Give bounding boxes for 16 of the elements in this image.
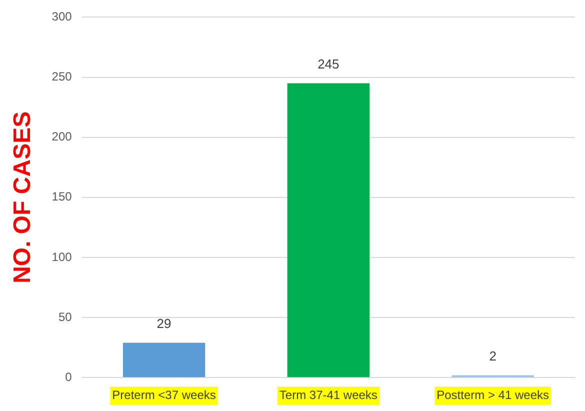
y-tick-label: 100 (52, 250, 72, 264)
y-axis-title: NO. OF CASES (9, 111, 36, 284)
y-tick-label: 0 (65, 370, 72, 384)
y-tick-label: 50 (58, 310, 72, 324)
x-tick-label: Preterm <37 weeks (112, 388, 216, 402)
y-tick-label: 250 (52, 70, 72, 84)
y-tick-label: 200 (52, 130, 72, 144)
bar (287, 83, 370, 378)
y-tick-label: 150 (52, 190, 72, 204)
data-label: 2 (489, 348, 496, 364)
bar (122, 342, 206, 378)
data-label: 29 (156, 316, 172, 331)
data-label: 245 (318, 56, 340, 72)
x-tick-label: Term 37-41 weeks (279, 388, 378, 402)
x-tick-label: Postterm > 41 weeks (436, 388, 549, 402)
y-tick-label: 300 (52, 10, 72, 24)
